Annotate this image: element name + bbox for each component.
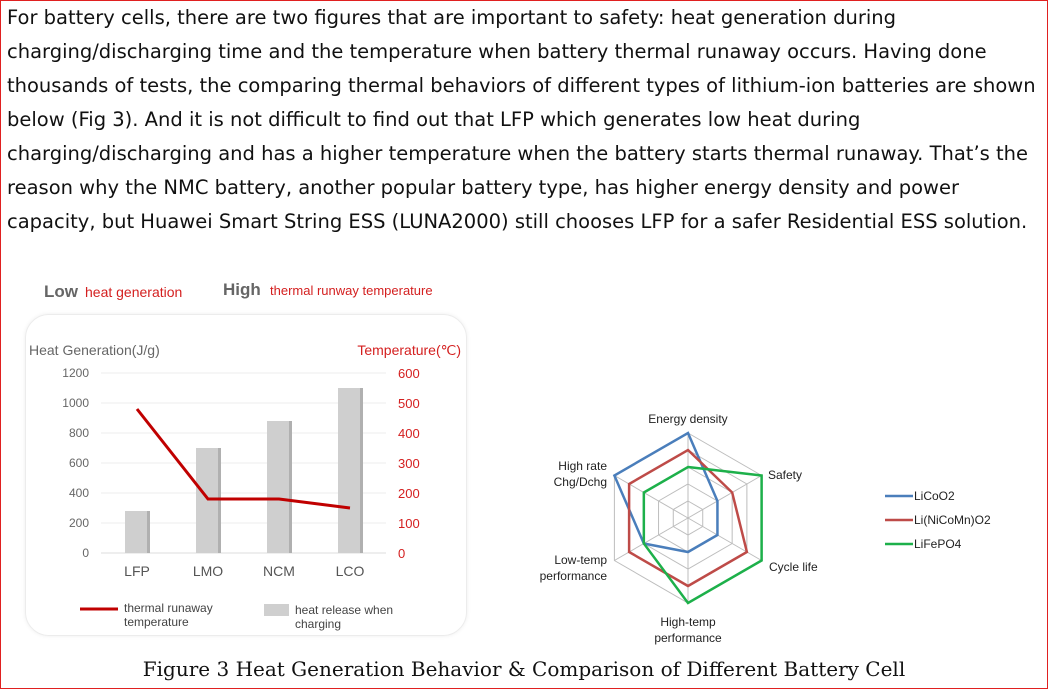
bar-lco xyxy=(338,388,362,553)
radar-axis-label: Energy density xyxy=(648,412,727,426)
radar-legend-label: LiCoO2 xyxy=(914,489,955,503)
radar-axis-label: Cycle life xyxy=(769,560,818,574)
radar-spoke xyxy=(614,517,689,561)
bar-lfp xyxy=(125,511,149,553)
legend-bar-label-2: charging xyxy=(295,617,341,631)
x-tick-label: NCM xyxy=(263,563,295,579)
radar-series-li-nicomn-o2 xyxy=(627,448,749,588)
x-tick-label: LMO xyxy=(193,563,223,579)
radar-axis-label: performance xyxy=(654,631,722,645)
radar-series-lifepo4 xyxy=(642,465,763,605)
bar-shadow xyxy=(147,511,150,553)
y2-tick-label: 200 xyxy=(398,486,420,501)
radar-legend-label: Li(NiCoMn)O2 xyxy=(914,513,991,527)
radar-axis-label: High-temp xyxy=(660,615,716,629)
bar-shadow xyxy=(289,421,292,553)
radar-axis-label: Safety xyxy=(768,468,802,482)
y-axis-label: Heat Generation(J/g) xyxy=(29,342,160,358)
y2-tick-label: 500 xyxy=(398,396,420,411)
y-tick-label: 800 xyxy=(69,426,89,440)
radar-spoke xyxy=(614,475,689,519)
legend-line-label-2: temperature xyxy=(124,615,189,629)
y2-tick-label: 0 xyxy=(398,546,405,561)
radar-series-licoo2 xyxy=(612,431,719,554)
radar-axis-label: High rate xyxy=(558,459,607,473)
body-paragraph: For battery cells, there are two figures… xyxy=(7,6,1036,233)
bar-shadow xyxy=(360,388,363,553)
figure-caption: Figure 3 Heat Generation Behavior & Comp… xyxy=(142,657,906,681)
y2-axis-label: Temperature(℃) xyxy=(357,342,461,358)
y2-tick-label: 600 xyxy=(398,366,420,381)
headline-low-desc: heat generation xyxy=(85,284,182,300)
headline-high-desc: thermal runway temperature xyxy=(270,283,433,298)
radar-axis-label: Chg/Dchg xyxy=(554,475,607,489)
radar-axis-label: performance xyxy=(540,569,608,583)
bar-ncm xyxy=(267,421,291,553)
headline-low: Low xyxy=(44,282,79,301)
thermal-runaway-line xyxy=(135,408,351,510)
y2-tick-label: 300 xyxy=(398,456,420,471)
y-tick-label: 1000 xyxy=(62,396,89,410)
y-tick-label: 200 xyxy=(69,516,89,530)
y-tick-label: 600 xyxy=(69,456,89,470)
y-tick-label: 1200 xyxy=(62,366,89,380)
y-tick-label: 0 xyxy=(82,546,89,560)
radar-axis-label: Low-temp xyxy=(554,553,607,567)
headline-high: High xyxy=(223,280,261,299)
x-tick-label: LCO xyxy=(336,563,365,579)
legend-bar-label-1: heat release when xyxy=(295,603,393,617)
y2-tick-label: 100 xyxy=(398,516,420,531)
radar-spoke xyxy=(687,517,762,561)
radar-spoke xyxy=(687,475,762,519)
x-tick-label: LFP xyxy=(124,563,150,579)
legend-line-label-1: thermal runaway xyxy=(124,601,213,615)
legend-bar-swatch xyxy=(264,604,289,616)
y-tick-label: 400 xyxy=(69,486,89,500)
bar-chart-panel xyxy=(25,314,467,636)
radar-legend-label: LiFePO4 xyxy=(914,537,962,551)
y2-tick-label: 400 xyxy=(398,426,420,441)
